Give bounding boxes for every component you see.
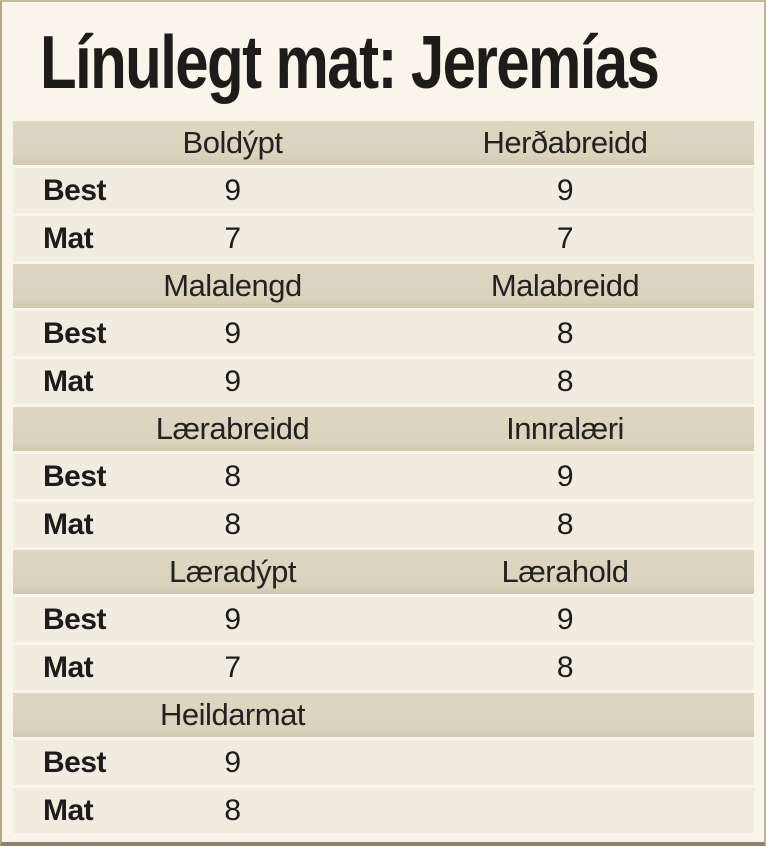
page-title: Línulegt mat: Jeremías <box>40 20 660 104</box>
best-value: 9 <box>556 459 574 493</box>
column-header: Malabreidd <box>490 268 640 303</box>
section-header-row: Lærabreidd Innralæri <box>13 407 754 451</box>
section-header-row: Læradýpt Lærahold <box>13 550 754 594</box>
mat-value: 7 <box>224 221 241 255</box>
column-header: Herðabreidd <box>482 125 648 160</box>
mat-value: 8 <box>556 507 574 541</box>
best-row: Best 9 <box>13 740 754 785</box>
column-header: Innralæri <box>506 411 624 446</box>
best-row: Best 9 8 <box>13 311 754 356</box>
section-laeradypt-laerahold: Læradýpt Lærahold Best 9 9 Mat 7 8 <box>13 550 754 690</box>
section-header-row: Heildarmat <box>13 693 754 737</box>
column-header: Boldýpt <box>182 125 283 160</box>
mat-row: Mat 7 8 <box>13 645 754 690</box>
mat-value: 7 <box>224 650 241 684</box>
section-boldypt-herdabreidd: Boldýpt Herðabreidd Best 9 9 Mat 7 7 <box>13 121 754 261</box>
mat-value: 7 <box>556 221 574 255</box>
mat-row: Mat 7 7 <box>13 216 754 261</box>
best-row: Best 9 9 <box>13 168 754 213</box>
section-header-row: Malalengd Malabreidd <box>13 264 754 308</box>
section-header-row: Boldýpt Herðabreidd <box>13 121 754 165</box>
section-malalengd-malabreidd: Malalengd Malabreidd Best 9 8 Mat 9 8 <box>13 264 754 404</box>
row-label-mat: Mat <box>43 507 94 541</box>
section-heildarmat: Heildarmat Best 9 Mat 8 <box>13 693 754 833</box>
column-header: Malalengd <box>163 268 302 303</box>
row-label-mat: Mat <box>43 221 94 255</box>
best-value: 9 <box>224 745 241 779</box>
mat-row: Mat 8 8 <box>13 502 754 547</box>
row-label-best: Best <box>43 459 107 493</box>
best-value: 9 <box>556 602 574 636</box>
mat-value: 8 <box>224 507 241 541</box>
column-header: Lærabreidd <box>155 411 310 446</box>
assessment-table: Boldýpt Herðabreidd Best 9 9 Mat 7 7 Mal… <box>13 121 754 833</box>
best-value: 9 <box>224 602 241 636</box>
best-row: Best 8 9 <box>13 454 754 499</box>
section-laerabreidd-innralaeri: Lærabreidd Innralæri Best 8 9 Mat 8 8 <box>13 407 754 547</box>
row-label-best: Best <box>43 602 107 636</box>
row-label-mat: Mat <box>43 364 94 398</box>
best-value: 8 <box>556 316 574 350</box>
best-value: 8 <box>224 459 241 493</box>
column-header: Læradýpt <box>169 554 296 589</box>
row-label-mat: Mat <box>43 650 94 684</box>
mat-row: Mat 8 <box>13 788 754 833</box>
column-header: Heildarmat <box>160 697 305 732</box>
mat-value: 8 <box>556 364 574 398</box>
best-value: 9 <box>224 316 241 350</box>
mat-row: Mat 9 8 <box>13 359 754 404</box>
row-label-mat: Mat <box>43 793 94 827</box>
best-row: Best 9 9 <box>13 597 754 642</box>
best-value: 9 <box>556 173 574 207</box>
mat-value: 8 <box>556 650 574 684</box>
mat-value: 8 <box>224 793 241 827</box>
column-header: Lærahold <box>501 554 629 589</box>
row-label-best: Best <box>43 173 107 207</box>
best-value: 9 <box>224 173 241 207</box>
row-label-best: Best <box>43 316 107 350</box>
mat-value: 9 <box>224 364 241 398</box>
row-label-best: Best <box>43 745 107 779</box>
